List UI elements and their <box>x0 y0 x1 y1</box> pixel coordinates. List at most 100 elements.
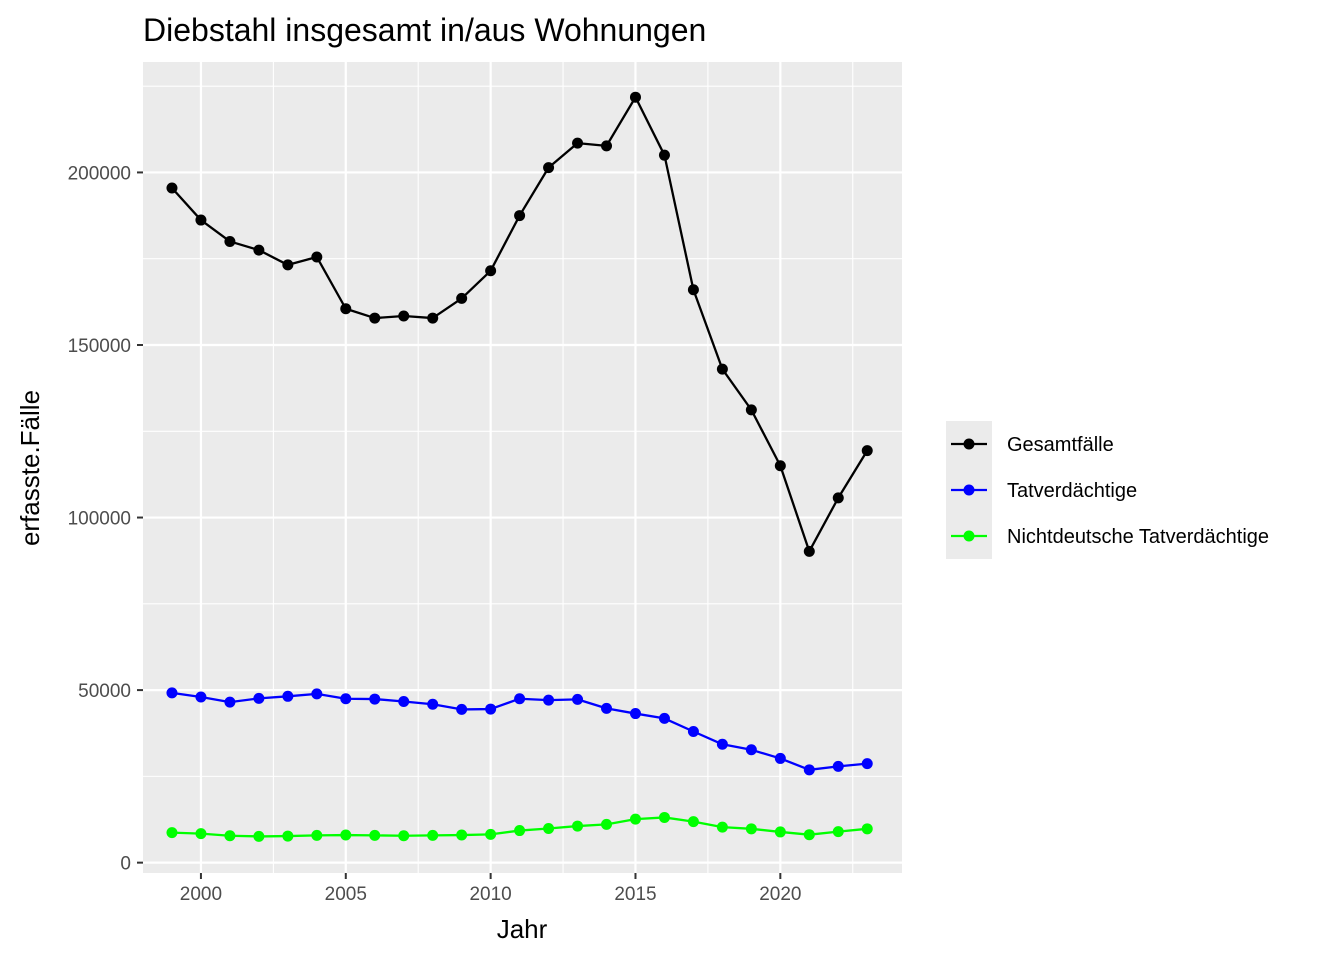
x-tick-label: 2005 <box>325 884 367 905</box>
data-point <box>427 312 439 324</box>
data-point <box>456 703 468 715</box>
data-point <box>282 830 294 842</box>
data-point <box>716 363 728 375</box>
data-point <box>832 492 844 504</box>
x-axis-title: Jahr <box>497 914 548 944</box>
grid-major <box>143 62 902 873</box>
data-point <box>224 235 236 247</box>
legend-label: Nichtdeutsche Tatverdächtige <box>1007 526 1269 548</box>
data-point <box>340 829 352 841</box>
data-point <box>456 829 468 841</box>
data-point <box>253 244 265 256</box>
legend: Gesamtfälle Tatverdächtige Nichtdeutsche T… <box>946 421 1269 559</box>
data-point <box>369 693 381 705</box>
data-point <box>658 712 670 724</box>
y-axis: 0 50000 100000 150000 200000 <box>68 163 143 875</box>
data-point <box>224 830 236 842</box>
y-tick-label: 50000 <box>78 681 131 702</box>
data-point <box>774 752 786 764</box>
data-point <box>629 91 641 103</box>
data-point <box>485 265 497 277</box>
data-point <box>572 693 584 705</box>
data-point <box>687 816 699 828</box>
data-point <box>514 825 526 837</box>
series-0 <box>166 91 873 557</box>
data-point <box>166 827 178 839</box>
data-point <box>311 688 323 700</box>
data-point <box>166 182 178 194</box>
data-point <box>861 758 873 770</box>
x-tick-label: 2015 <box>614 884 656 905</box>
series-1 <box>166 687 873 776</box>
data-point <box>543 694 555 706</box>
data-point <box>803 545 815 557</box>
x-tick-label: 2010 <box>469 884 511 905</box>
y-tick-label: 150000 <box>68 336 131 357</box>
legend-label: Tatverdächtige <box>1007 480 1137 502</box>
data-point <box>861 445 873 457</box>
x-axis: 2000 2005 2010 2015 2020 <box>180 873 801 905</box>
data-point <box>427 829 439 841</box>
data-point <box>195 214 207 226</box>
data-point <box>601 702 613 714</box>
x-tick-label: 2020 <box>759 884 801 905</box>
data-point <box>311 251 323 263</box>
data-point <box>543 162 555 174</box>
data-point <box>340 303 352 315</box>
x-tick-label: 2000 <box>180 884 222 905</box>
data-point <box>774 460 786 472</box>
data-point <box>166 687 178 699</box>
legend-label: Gesamtfälle <box>1007 434 1114 456</box>
data-point <box>687 284 699 296</box>
data-point <box>716 821 728 833</box>
series-layer <box>166 91 873 842</box>
data-point <box>658 811 670 823</box>
data-point <box>340 693 352 705</box>
data-point <box>253 830 265 842</box>
data-point <box>572 137 584 149</box>
data-point <box>485 828 497 840</box>
data-point <box>803 829 815 841</box>
data-point <box>629 813 641 825</box>
data-point <box>745 404 757 416</box>
data-point <box>195 691 207 703</box>
data-point <box>745 744 757 756</box>
data-point <box>629 708 641 720</box>
y-axis-title: erfasste.Fälle <box>15 390 45 546</box>
data-point <box>514 210 526 222</box>
legend-key-point <box>963 484 975 496</box>
y-tick-label: 100000 <box>68 509 131 530</box>
data-point <box>601 818 613 830</box>
data-point <box>832 760 844 772</box>
y-tick-label: 200000 <box>68 163 131 184</box>
data-point <box>832 826 844 838</box>
data-point <box>716 738 728 750</box>
data-point <box>427 698 439 710</box>
data-point <box>398 695 410 707</box>
grid-minor <box>143 62 902 873</box>
data-point <box>543 822 555 834</box>
data-point <box>224 696 236 708</box>
data-point <box>572 820 584 832</box>
data-point <box>774 826 786 838</box>
legend-key-point <box>963 438 975 450</box>
data-point <box>485 703 497 715</box>
y-tick-label: 0 <box>120 854 131 875</box>
data-point <box>369 829 381 841</box>
data-point <box>311 829 323 841</box>
data-point <box>398 830 410 842</box>
legend-key-point <box>963 530 975 542</box>
data-point <box>282 690 294 702</box>
data-point <box>398 310 410 322</box>
data-point <box>658 149 670 161</box>
data-point <box>369 312 381 324</box>
data-point <box>195 828 207 840</box>
data-point <box>456 292 468 304</box>
data-point <box>745 823 757 835</box>
plot-panel <box>143 62 902 873</box>
data-point <box>601 140 613 152</box>
data-point <box>861 823 873 835</box>
data-point <box>253 692 265 704</box>
data-point <box>803 764 815 776</box>
